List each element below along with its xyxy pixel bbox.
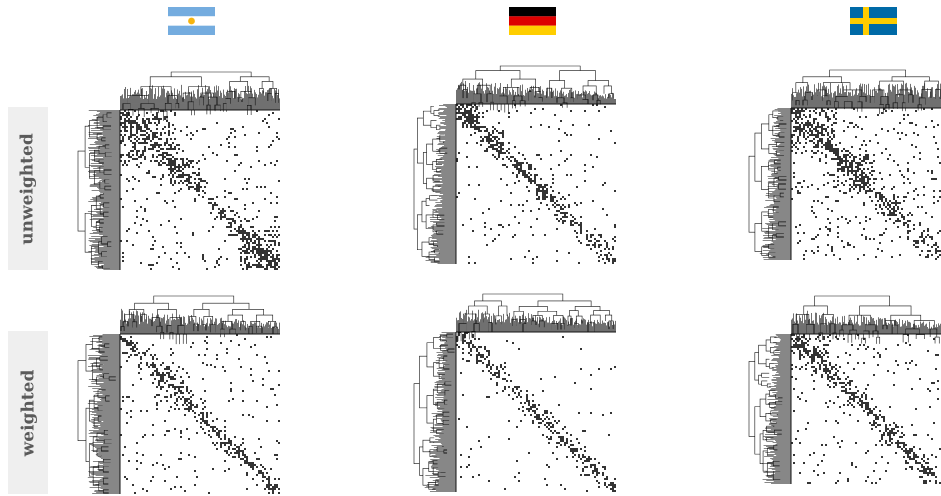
column-dendrogram [456, 65, 616, 113]
row-dendrogram [748, 334, 791, 484]
germany-unweighted-clustermap [410, 62, 616, 264]
argentina-weighted-clustermap [74, 292, 280, 494]
column-dendrogram [791, 69, 941, 115]
column-dendrogram [120, 71, 280, 121]
row-dendrogram [413, 332, 456, 492]
row-dendrogram [77, 110, 120, 270]
similarity-matrix [790, 107, 941, 260]
sweden-flag-icon [850, 7, 897, 35]
column-dendrogram [456, 293, 616, 342]
argentina-flag-icon [168, 7, 215, 35]
argentina-unweighted-clustermap [74, 68, 280, 270]
column-dendrogram [120, 295, 280, 345]
similarity-matrix [455, 103, 616, 264]
row-label-unweighted: unweighted [8, 107, 48, 270]
sweden-weighted-clustermap [745, 292, 941, 484]
germany-flag-icon [509, 7, 556, 35]
row-label-weighted-text: weighted [18, 369, 38, 456]
row-label-weighted: weighted [8, 331, 48, 494]
sweden-unweighted-clustermap [745, 66, 941, 260]
row-label-unweighted-text: unweighted [18, 132, 38, 245]
similarity-matrix [119, 109, 280, 270]
column-dendrogram [791, 295, 941, 344]
germany-weighted-clustermap [410, 290, 616, 492]
similarity-matrix [119, 333, 280, 494]
row-dendrogram [77, 334, 120, 494]
row-dendrogram [413, 104, 456, 264]
row-dendrogram [748, 108, 791, 260]
similarity-matrix [455, 331, 616, 492]
similarity-matrix [790, 333, 941, 484]
